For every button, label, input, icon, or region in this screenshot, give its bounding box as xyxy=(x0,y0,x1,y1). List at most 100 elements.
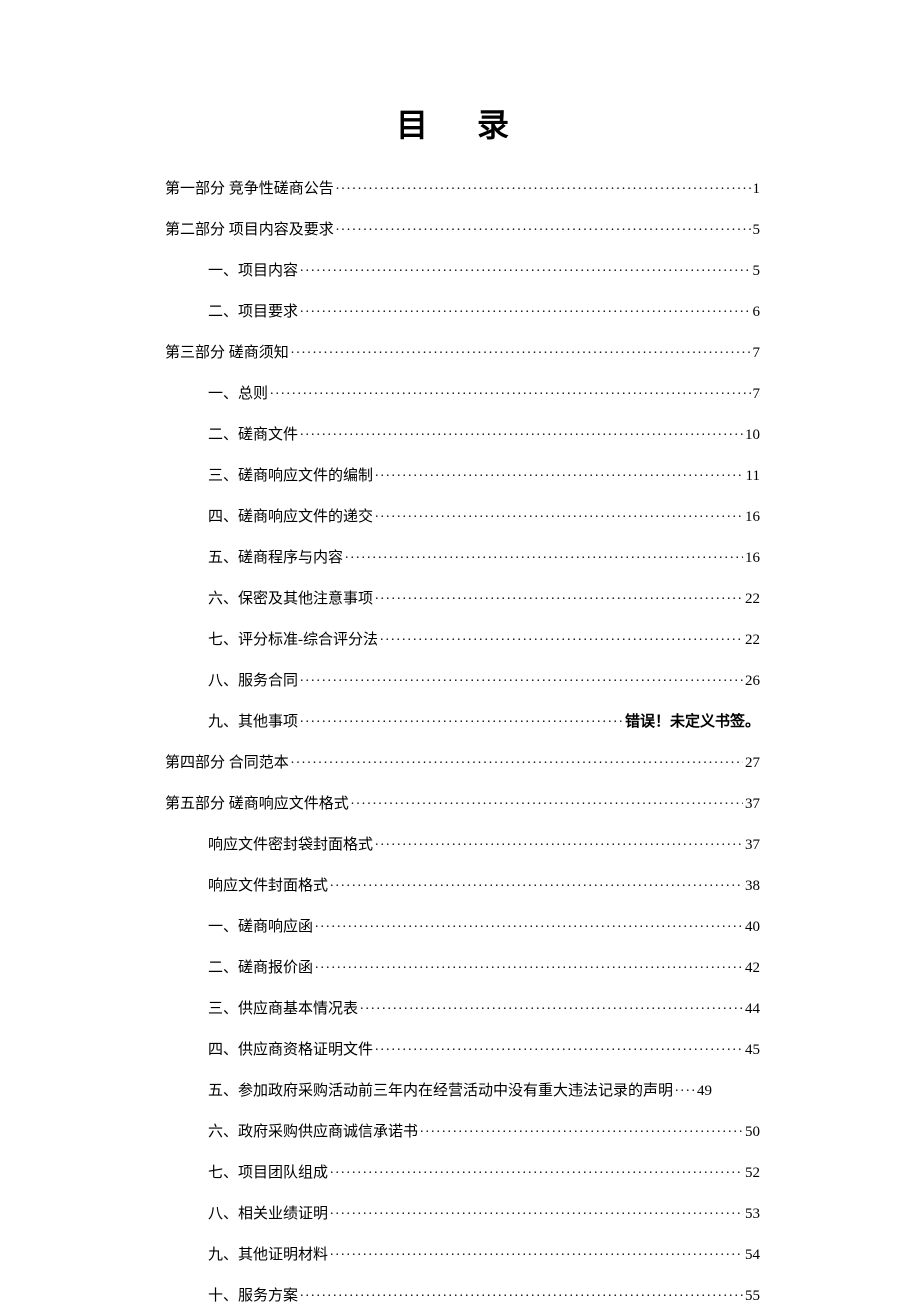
toc-entry-page: 49 xyxy=(697,1084,712,1099)
toc-entry-page: 45 xyxy=(745,1043,760,1058)
table-of-contents: 第一部分 竞争性磋商公告1第二部分 项目内容及要求5一、项目内容5二、项目要求6… xyxy=(165,178,760,1304)
toc-leader-dots xyxy=(330,875,743,890)
toc-entry-label: 第四部分 合同范本 xyxy=(165,756,289,771)
toc-entry-page: 5 xyxy=(753,223,761,238)
toc-entry: 九、其他证明材料 54 xyxy=(208,1244,760,1263)
toc-leader-dots xyxy=(375,834,743,849)
toc-entry: 四、磋商响应文件的递交 16 xyxy=(208,506,760,525)
toc-entry: 一、磋商响应函40 xyxy=(208,916,760,935)
toc-entry: 第五部分 磋商响应文件格式 37 xyxy=(165,793,760,812)
toc-entry: 第一部分 竞争性磋商公告 1 xyxy=(165,178,760,197)
toc-entry-page: 53 xyxy=(745,1207,760,1222)
toc-entry-page: 5 xyxy=(753,264,761,279)
toc-entry-label: 七、项目团队组成 xyxy=(208,1166,328,1181)
toc-leader-dots xyxy=(330,1244,743,1259)
toc-leader-dots xyxy=(330,1203,743,1218)
toc-entry-page: 错误！未定义书签。 xyxy=(625,715,760,730)
toc-leader-dots xyxy=(360,998,743,1013)
toc-leader-dots xyxy=(291,342,751,357)
toc-leader-dots xyxy=(300,1285,743,1300)
toc-entry-page: 16 xyxy=(745,510,760,525)
toc-entry-page: 27 xyxy=(745,756,760,771)
toc-leader-dots xyxy=(375,588,743,603)
toc-entry: 第四部分 合同范本 27 xyxy=(165,752,760,771)
toc-entry: 八、服务合同 26 xyxy=(208,670,760,689)
toc-entry-page: 50 xyxy=(745,1125,760,1140)
toc-entry-page: 38 xyxy=(745,879,760,894)
toc-leader-dots xyxy=(375,506,743,521)
toc-entry-label: 四、磋商响应文件的递交 xyxy=(208,510,373,525)
toc-entry-label: 八、相关业绩证明 xyxy=(208,1207,328,1222)
toc-entry: 十、服务方案55 xyxy=(208,1285,760,1304)
toc-leader-dots xyxy=(351,793,743,808)
toc-entry-page: 26 xyxy=(745,674,760,689)
toc-entry-label: 六、政府采购供应商诚信承诺书 xyxy=(208,1125,418,1140)
toc-leader-dots xyxy=(315,957,743,972)
toc-entry: 五、参加政府采购活动前三年内在经营活动中没有重大违法记录的声明 49 xyxy=(208,1080,760,1099)
page-title: 目 录 xyxy=(165,100,760,146)
toc-entry: 六、保密及其他注意事项 22 xyxy=(208,588,760,607)
toc-entry: 三、供应商基本情况表 44 xyxy=(208,998,760,1017)
toc-entry: 六、政府采购供应商诚信承诺书 50 xyxy=(208,1121,760,1140)
toc-leader-dots xyxy=(420,1121,743,1136)
toc-entry-page: 11 xyxy=(746,469,760,484)
toc-entry-page: 37 xyxy=(745,838,760,853)
toc-entry-page: 1 xyxy=(753,182,761,197)
toc-entry-page: 7 xyxy=(753,346,761,361)
toc-entry-label: 六、保密及其他注意事项 xyxy=(208,592,373,607)
toc-entry-page: 6 xyxy=(753,305,761,320)
toc-entry-page: 22 xyxy=(745,592,760,607)
toc-entry-label: 第五部分 磋商响应文件格式 xyxy=(165,797,349,812)
toc-entry: 七、评分标准-综合评分法22 xyxy=(208,629,760,648)
toc-entry: 三、磋商响应文件的编制11 xyxy=(208,465,760,484)
toc-leader-dots xyxy=(375,465,744,480)
toc-entry-page: 42 xyxy=(745,961,760,976)
toc-entry-label: 响应文件密封袋封面格式 xyxy=(208,838,373,853)
toc-entry: 八、相关业绩证明 53 xyxy=(208,1203,760,1222)
toc-entry-page: 7 xyxy=(753,387,761,402)
toc-entry-label: 三、供应商基本情况表 xyxy=(208,1002,358,1017)
toc-entry-label: 二、磋商报价函 xyxy=(208,961,313,976)
toc-leader-dots xyxy=(300,670,743,685)
toc-entry: 一、项目内容5 xyxy=(208,260,760,279)
toc-entry-label: 九、其他事项 xyxy=(208,715,298,730)
toc-entry-page: 52 xyxy=(745,1166,760,1181)
toc-entry-page: 37 xyxy=(745,797,760,812)
toc-entry: 第三部分 磋商须知 7 xyxy=(165,342,760,361)
toc-entry-label: 第二部分 项目内容及要求 xyxy=(165,223,334,238)
toc-entry-label: 四、供应商资格证明文件 xyxy=(208,1043,373,1058)
toc-entry-label: 二、磋商文件 xyxy=(208,428,298,443)
toc-entry: 九、其他事项 错误！未定义书签。 xyxy=(208,711,760,730)
toc-entry-page: 10 xyxy=(745,428,760,443)
toc-leader-dots xyxy=(336,178,751,193)
toc-entry-page: 16 xyxy=(745,551,760,566)
toc-entry-page: 44 xyxy=(745,1002,760,1017)
toc-entry-label: 一、总则 xyxy=(208,387,268,402)
toc-leader-dots xyxy=(380,629,743,644)
toc-entry: 第二部分 项目内容及要求 5 xyxy=(165,219,760,238)
toc-leader-dots xyxy=(300,711,623,726)
toc-entry: 二、项目要求 6 xyxy=(208,301,760,320)
toc-leader-dots xyxy=(291,752,743,767)
toc-entry-page: 40 xyxy=(745,920,760,935)
toc-entry-label: 第三部分 磋商须知 xyxy=(165,346,289,361)
toc-entry-page: 54 xyxy=(745,1248,760,1263)
toc-entry: 七、项目团队组成 52 xyxy=(208,1162,760,1181)
toc-entry: 五、磋商程序与内容16 xyxy=(208,547,760,566)
toc-entry: 四、供应商资格证明文件 45 xyxy=(208,1039,760,1058)
toc-entry-label: 五、参加政府采购活动前三年内在经营活动中没有重大违法记录的声明 xyxy=(208,1084,673,1099)
toc-entry-label: 八、服务合同 xyxy=(208,674,298,689)
toc-leader-dots xyxy=(315,916,743,931)
toc-leader-dots xyxy=(300,424,743,439)
toc-entry-label: 七、评分标准-综合评分法 xyxy=(208,633,378,648)
toc-leader-dots xyxy=(675,1080,695,1095)
toc-entry-label: 响应文件封面格式 xyxy=(208,879,328,894)
toc-entry: 响应文件密封袋封面格式 37 xyxy=(208,834,760,853)
toc-leader-dots xyxy=(270,383,750,398)
toc-leader-dots xyxy=(375,1039,743,1054)
toc-entry-label: 第一部分 竞争性磋商公告 xyxy=(165,182,334,197)
toc-entry-label: 九、其他证明材料 xyxy=(208,1248,328,1263)
toc-entry: 一、总则 7 xyxy=(208,383,760,402)
toc-entry-label: 二、项目要求 xyxy=(208,305,298,320)
toc-leader-dots xyxy=(336,219,751,234)
